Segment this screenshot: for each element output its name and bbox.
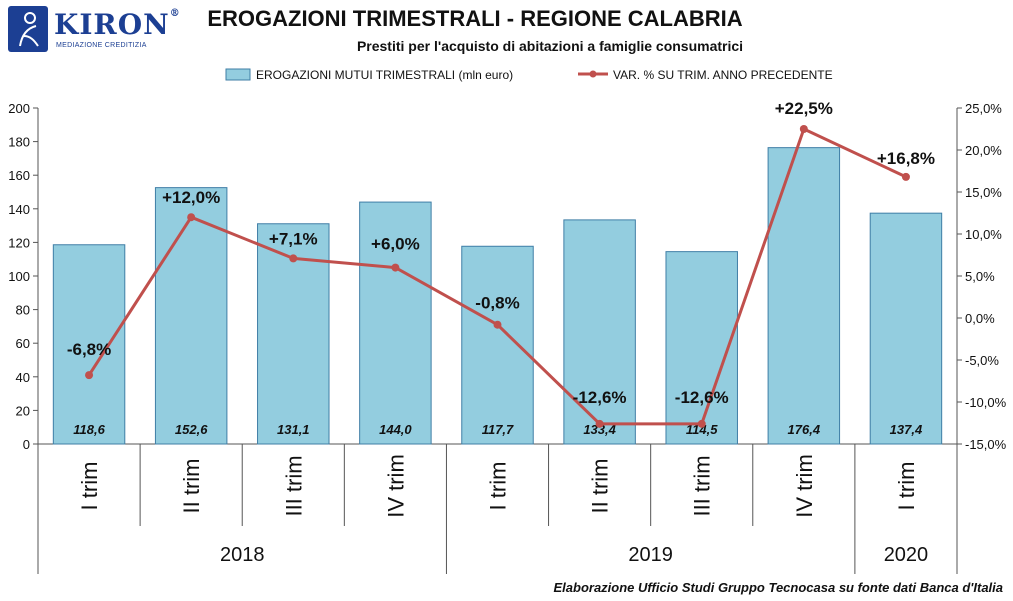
legend-line-label: VAR. % SU TRIM. ANNO PRECEDENTE xyxy=(613,68,833,82)
bar xyxy=(665,251,738,445)
chart-title: EROGAZIONI TRIMESTRALI - REGIONE CALABRI… xyxy=(207,6,743,31)
category-label: IV trim xyxy=(792,454,817,518)
line-point xyxy=(799,125,808,133)
bar-value-label: 131,1 xyxy=(277,422,310,437)
line-value-label: -12,6% xyxy=(675,388,729,407)
category-label: II trim xyxy=(179,459,204,514)
bar xyxy=(461,245,534,445)
kiron-logo: KIRON® MEDIAZIONE CREDITIZIA xyxy=(8,6,180,56)
y-left-tick-label: 60 xyxy=(16,336,30,351)
line-point xyxy=(85,371,94,380)
y-left-tick-label: 40 xyxy=(16,370,30,385)
bar xyxy=(869,212,943,445)
bar xyxy=(52,244,126,445)
group-label: 2019 xyxy=(628,544,673,566)
bar-value-label: 152,6 xyxy=(175,422,208,437)
bar-value-label: 176,4 xyxy=(788,422,821,437)
y-left-tick-label: 180 xyxy=(8,135,30,150)
bar xyxy=(359,201,432,445)
logo-brand: KIRON® xyxy=(54,8,181,41)
y-left-tick-label: 200 xyxy=(8,101,30,116)
line-value-label: +22,5% xyxy=(775,99,833,118)
line-point xyxy=(493,320,502,329)
category-label: I trim xyxy=(894,462,919,511)
y-left-tick-label: 80 xyxy=(16,303,30,318)
line-point xyxy=(289,254,298,263)
legend-line-marker xyxy=(589,70,597,78)
bar-value-label: 114,5 xyxy=(686,422,718,437)
category-label: III trim xyxy=(690,455,715,516)
line-value-label: +16,8% xyxy=(877,149,935,168)
group-label: 2018 xyxy=(220,544,265,566)
category-label: I trim xyxy=(486,462,511,511)
category-label: I trim xyxy=(77,462,102,511)
y-left-tick-label: 140 xyxy=(8,202,30,217)
line-value-label: -0,8% xyxy=(475,294,519,313)
line-point xyxy=(391,263,400,272)
bar xyxy=(767,147,841,445)
y-right-tick-label: -5,0% xyxy=(965,353,999,368)
bar-value-label: 133,4 xyxy=(583,422,616,437)
bar xyxy=(154,187,228,445)
y-right-tick-label: -10,0% xyxy=(965,395,1007,410)
y-right-tick-label: 15,0% xyxy=(965,185,1002,200)
bar-value-label: 144,0 xyxy=(379,422,412,437)
logo-figure-icon xyxy=(8,6,48,52)
y-right-tick-label: 5,0% xyxy=(965,269,995,284)
line-value-label: +6,0% xyxy=(371,235,420,254)
legend: EROGAZIONI MUTUI TRIMESTRALI (mln euro) … xyxy=(225,68,833,82)
line-point xyxy=(595,419,604,428)
line-point xyxy=(697,419,706,428)
y-left-tick-label: 20 xyxy=(16,403,30,418)
y-left-tick-label: 100 xyxy=(8,269,30,284)
line-point xyxy=(901,172,910,181)
bar-value-label: 137,4 xyxy=(890,422,923,437)
y-left-tick-label: 120 xyxy=(8,235,30,250)
chart-subtitle: Prestiti per l'acquisto di abitazioni a … xyxy=(356,38,744,54)
category-label: II trim xyxy=(588,459,613,514)
line-value-label: -12,6% xyxy=(573,388,627,407)
legend-bar-swatch xyxy=(225,68,251,81)
y-left-tick-label: 160 xyxy=(8,168,30,183)
y-right-tick-label: 0,0% xyxy=(965,311,995,326)
bar xyxy=(563,219,636,445)
bar-value-label: 118,6 xyxy=(73,422,105,437)
line-value-label: +12,0% xyxy=(162,188,220,207)
bar-value-label: 117,7 xyxy=(482,422,514,437)
y-right-tick-label: 20,0% xyxy=(965,143,1002,158)
y-left-tick-label: 0 xyxy=(23,437,30,452)
line-value-label: -6,8% xyxy=(67,340,111,359)
legend-bar-label: EROGAZIONI MUTUI TRIMESTRALI (mln euro) xyxy=(256,68,513,82)
line-value-label: +7,1% xyxy=(269,229,318,248)
y-right-tick-label: -15,0% xyxy=(965,437,1007,452)
line-point xyxy=(187,213,196,222)
group-label: 2020 xyxy=(884,544,929,566)
y-right-tick-label: 25,0% xyxy=(965,101,1002,116)
category-label: III trim xyxy=(281,455,306,516)
category-label: IV trim xyxy=(383,454,408,518)
logo-tagline: MEDIAZIONE CREDITIZIA xyxy=(56,42,147,49)
source-note: Elaborazione Ufficio Studi Gruppo Tecnoc… xyxy=(553,580,1004,595)
y-right-tick-label: 10,0% xyxy=(965,227,1002,242)
